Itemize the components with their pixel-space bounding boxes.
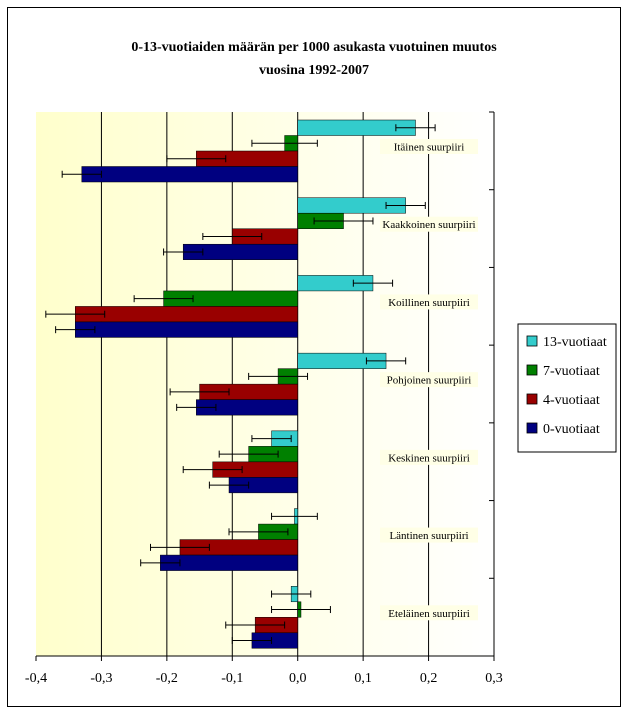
legend-label: 13-vuotiaat: [543, 335, 607, 350]
legend-label: 0-vuotiaat: [543, 422, 600, 437]
category-label-bg: [380, 139, 478, 154]
legend-swatch: [526, 364, 538, 376]
chart-title-line-1: 0-13-vuotiaiden määrän per 1000 asukasta…: [131, 40, 497, 55]
bar: [160, 554, 298, 571]
legend-swatch: [526, 393, 538, 405]
category-label-bg: [380, 372, 478, 388]
category-label-bg: [380, 294, 478, 310]
bars-group: Itäinen suurpiiri Kaakkoinen suurpiiri Koi…: [45, 119, 478, 649]
x-tick-label: -0,1: [221, 671, 243, 686]
x-tick-label: 0,3: [485, 671, 503, 686]
bar: [75, 321, 298, 338]
category-label: Eteläinen suurpiiri: [388, 608, 470, 620]
chart-title-line-2: vuosina 1992-2007: [259, 63, 369, 78]
x-tick-label: -0,3: [90, 671, 112, 686]
category-label: Läntinen suurpiiri: [389, 530, 468, 542]
category-label: Keskinen suurpiiri: [388, 452, 470, 464]
category-label-bg: [380, 216, 478, 232]
category-label: Kaakkoinen suurpiiri: [382, 219, 475, 231]
axes-group: -0,4 -0,3 -0,2 -0,1 0,0 0,1 0,2 0,3: [25, 111, 503, 686]
category-label: Pohjoinen suurpiiri: [387, 375, 472, 387]
x-tick-label: 0,1: [354, 671, 372, 686]
category-label-bg: [380, 605, 478, 621]
legend-swatch: [526, 335, 538, 347]
category-label-bg: [380, 449, 478, 465]
category-label: Itäinen suurpiiri: [394, 142, 465, 154]
legend-label: 4-vuotiaat: [543, 393, 600, 408]
legend-swatch: [526, 422, 538, 434]
x-tick-label: -0,2: [156, 671, 178, 686]
bar: [81, 166, 298, 183]
bar: [75, 306, 298, 323]
x-tick-label: 0,2: [420, 671, 438, 686]
category-label: Koillinen suurpiiri: [388, 297, 470, 309]
legend: 13-vuotiaat 7-vuotiaat 4-vuotiaat 0-vuotiaa…: [517, 323, 617, 453]
x-tick-label: -0,4: [25, 671, 47, 686]
category-label-bg: [380, 527, 478, 543]
legend-label: 7-vuotiaat: [543, 364, 600, 379]
bar-chart: 0-13-vuotiaiden määrän per 1000 asukasta…: [25, 40, 617, 686]
x-tick-label: 0,0: [289, 671, 307, 686]
chart-frame: 0-13-vuotiaiden määrän per 1000 asukasta…: [7, 7, 621, 707]
